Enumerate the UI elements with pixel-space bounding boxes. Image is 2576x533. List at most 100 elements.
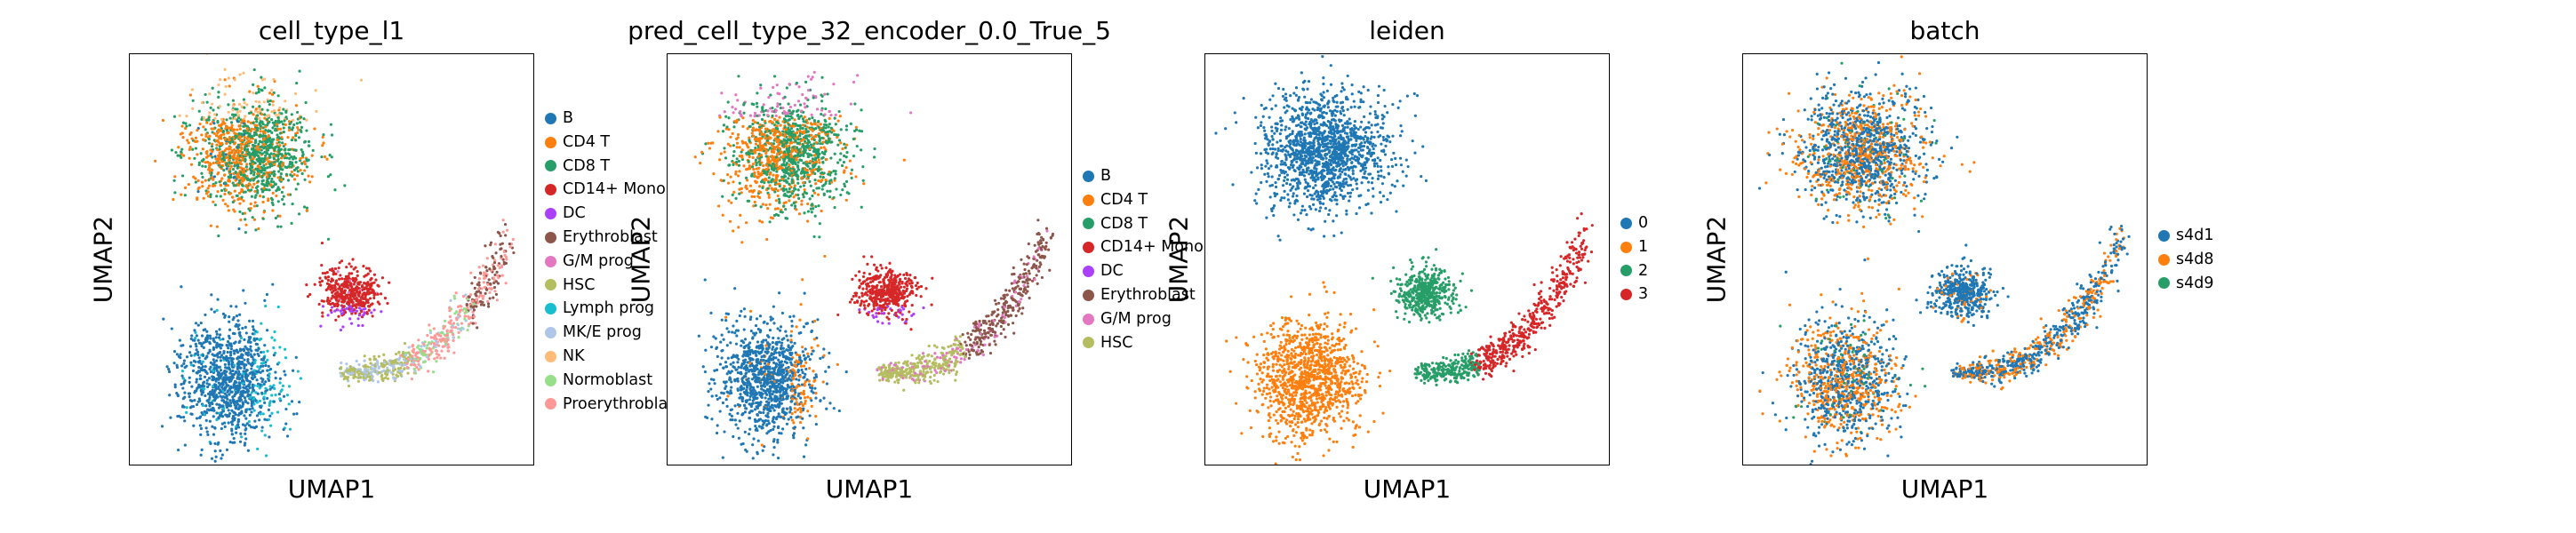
cell-point [221, 338, 225, 341]
cell-point [783, 134, 787, 138]
cell-point [266, 184, 269, 187]
cell-point [508, 245, 512, 249]
cell-point [817, 158, 820, 162]
cell-point [192, 424, 196, 427]
cell-point [772, 169, 776, 172]
cell-point [340, 259, 344, 263]
cell-point [763, 133, 766, 138]
cell-point [820, 108, 824, 112]
plot-area [667, 53, 1072, 465]
cell-point [292, 172, 296, 177]
legend-item: MK/E prog [545, 321, 682, 345]
legend-swatch [545, 112, 556, 124]
cell-point [217, 155, 221, 159]
cell-point [238, 330, 242, 335]
cell-point [248, 408, 252, 411]
cell-point [777, 139, 780, 143]
cell-point [727, 128, 731, 131]
cell-point [348, 262, 351, 266]
cell-point [201, 403, 205, 408]
cell-point [200, 334, 204, 338]
cell-point [243, 119, 246, 123]
cell-point [270, 118, 274, 122]
cell-point [196, 179, 200, 183]
cell-point [339, 328, 343, 332]
cell-point [459, 329, 463, 332]
cell-point [262, 142, 266, 147]
cell-point [261, 130, 265, 133]
cell-point [758, 163, 762, 166]
cell-point [267, 408, 271, 411]
cell-point [188, 156, 191, 160]
cell-point [779, 210, 782, 214]
cell-point [755, 161, 758, 164]
cell-point [217, 385, 220, 388]
cell-point [364, 306, 367, 311]
cell-point [781, 130, 785, 133]
cell-point [333, 266, 338, 271]
cell-point [226, 184, 230, 187]
cell-point [194, 136, 198, 139]
cell-point [439, 356, 443, 360]
cell-point [194, 352, 197, 355]
cell-point [773, 147, 777, 151]
cell-point [406, 357, 410, 361]
cell-point [329, 288, 332, 291]
cell-point [767, 193, 771, 197]
cell-point [246, 188, 251, 192]
cell-point [748, 165, 751, 169]
cell-point [793, 184, 796, 187]
cell-point [215, 308, 219, 312]
cell-point [755, 128, 758, 131]
cell-point [236, 423, 240, 426]
cell-point [261, 412, 265, 416]
cell-point [246, 120, 250, 123]
cell-point [426, 333, 429, 338]
cell-point [305, 157, 308, 162]
cell-point [356, 303, 360, 306]
cell-point [233, 402, 236, 405]
cell-point [213, 155, 217, 158]
cell-point [252, 369, 256, 372]
cell-point [278, 381, 282, 385]
cell-point [313, 282, 316, 286]
cell-point [819, 142, 822, 146]
cell-point [258, 399, 261, 402]
cell-point [734, 93, 738, 97]
cell-point [793, 204, 797, 208]
cell-point [221, 130, 226, 133]
cell-point [757, 185, 762, 188]
cell-point [268, 99, 272, 103]
cell-point [242, 71, 245, 75]
cell-point [750, 165, 755, 169]
cell-point [259, 364, 262, 369]
cell-point [323, 155, 327, 159]
cell-point [183, 391, 187, 394]
cell-point [264, 380, 268, 384]
cell-point [244, 410, 248, 414]
cell-point [798, 129, 802, 132]
cell-point [246, 131, 250, 135]
cell-point [364, 298, 368, 302]
cell-point [240, 195, 244, 199]
cell-point [350, 272, 354, 275]
cell-point [792, 195, 796, 199]
cell-point [231, 331, 235, 335]
cell-point [307, 139, 311, 143]
cell-point [788, 190, 791, 194]
cell-point [481, 264, 485, 267]
cell-point [368, 375, 372, 378]
cell-point [255, 401, 259, 404]
cell-point [212, 310, 216, 314]
cell-point [234, 136, 237, 139]
cell-point [227, 409, 230, 412]
cell-point [403, 367, 406, 370]
cell-point [180, 124, 184, 128]
cell-point [281, 141, 284, 145]
cell-point [282, 195, 285, 198]
cell-point [436, 332, 439, 336]
cell-point [261, 370, 265, 373]
cell-point [230, 113, 235, 116]
cell-point [492, 276, 495, 280]
cell-point [299, 377, 303, 380]
